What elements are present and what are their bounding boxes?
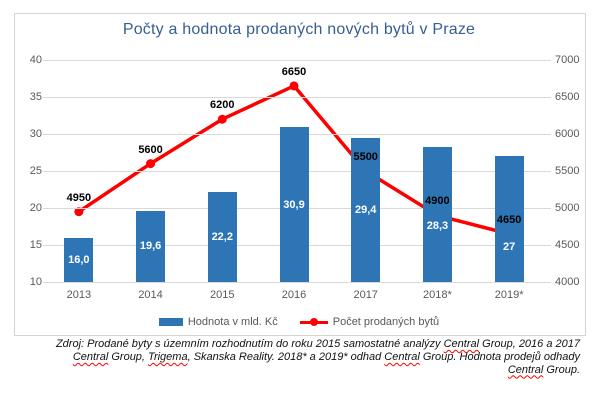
chart-legend: Hodnota v mld. Kč Počet prodaných bytů [14,313,584,331]
source-text: , Skanska Reality. 2018* a 2019* odhad [187,350,385,363]
left-axis-tick: 30 [29,128,42,140]
right-axis-tick: 7000 [555,54,580,66]
category-label: 2013 [66,289,92,301]
category-label: 2016 [281,289,307,301]
right-axis-tick: 5000 [555,202,580,214]
plot-area: 16,0 19,6 22,2 30,9 29,4 28,3 27 4950 5600 6200 66… [43,59,551,283]
category-label: 2018* [423,289,452,301]
line-value-label: 4650 [496,213,522,226]
category-label: 2014 [138,289,163,301]
right-axis-tick: 6500 [555,91,580,103]
left-axis-tick: 10 [29,276,42,288]
source-note-line: Zdroj: Prodané byty s územním rozhodnutí… [8,338,580,351]
source-text: Group, 2016 a 2017 [479,338,580,350]
misspelled-word: Central [72,350,109,363]
right-axis-tick: 4500 [555,239,580,251]
left-axis-tick: 20 [29,202,42,214]
line-value-label: 4900 [425,195,450,208]
category-label: 2019* [494,289,524,301]
misspelled-word: Central [507,363,544,376]
line-value-label: 6650 [281,65,307,78]
bar-2015 [207,191,237,282]
source-note: Zdroj: Prodané byty s územním rozhodnutí… [8,338,580,376]
bar-value-label: 29,4 [354,204,377,217]
source-note-line: Central Group, Trigema, Skanska Reality.… [8,351,580,364]
right-axis-tick: 5500 [555,165,580,177]
legend-item: Počet prodaných bytů [299,316,440,328]
line-point-marker [217,114,227,124]
legend-line-swatch-icon [299,317,328,327]
legend-label: Hodnota v mld. Kč [187,316,278,328]
bar-2018* [422,146,452,282]
source-text: Group, [108,350,149,363]
bar-2014 [136,210,166,282]
gridline [43,96,551,98]
bar-2019* [494,156,524,282]
bar-2017 [351,138,381,282]
misspelled-word: Trigema [148,350,188,363]
left-axis-tick: 40 [29,54,42,66]
right-axis-tick: 4000 [555,276,580,288]
source-text: Zdroj: Prodané byty s územním rozhodnutí… [55,338,444,350]
line-point-marker [289,81,299,91]
source-text: Group. [543,363,580,376]
gridline [43,281,551,283]
line-value-label: 5500 [353,151,378,163]
category-label: 2017 [353,289,378,301]
bar-value-label: 27 [503,241,516,254]
legend-label: Počet prodaných bytů [332,316,440,328]
bar-value-label: 22,2 [211,230,233,243]
bar-2013 [64,237,94,282]
misspelled-word: Central [443,338,480,350]
bar-value-label: 19,6 [139,240,162,253]
legend-bar-swatch-icon [158,318,183,326]
gridline [43,59,551,61]
category-label: 2015 [210,289,235,301]
line-point-marker [74,207,84,217]
line-value-label: 4950 [66,191,92,204]
source-text: Group. Hodnota prodejů odhady [419,350,580,363]
line-point-marker [146,159,156,169]
source-note-line: Central Group. [8,364,580,377]
bar-value-label: 16,0 [68,253,90,266]
bar-2016 [279,127,309,282]
legend-item: Hodnota v mld. Kč [158,316,278,328]
left-axis-tick: 35 [29,91,42,103]
bar-value-label: 30,9 [283,198,305,211]
left-axis-tick: 15 [29,239,42,251]
right-axis-tick: 6000 [555,128,580,140]
chart-title: Počty a hodnota prodaných nových bytů v … [122,21,476,38]
line-value-label: 6200 [210,99,235,112]
left-axis-tick: 25 [29,165,42,177]
bar-value-label: 28,3 [426,220,449,233]
line-value-label: 5600 [138,143,163,156]
misspelled-word: Central [384,350,420,363]
